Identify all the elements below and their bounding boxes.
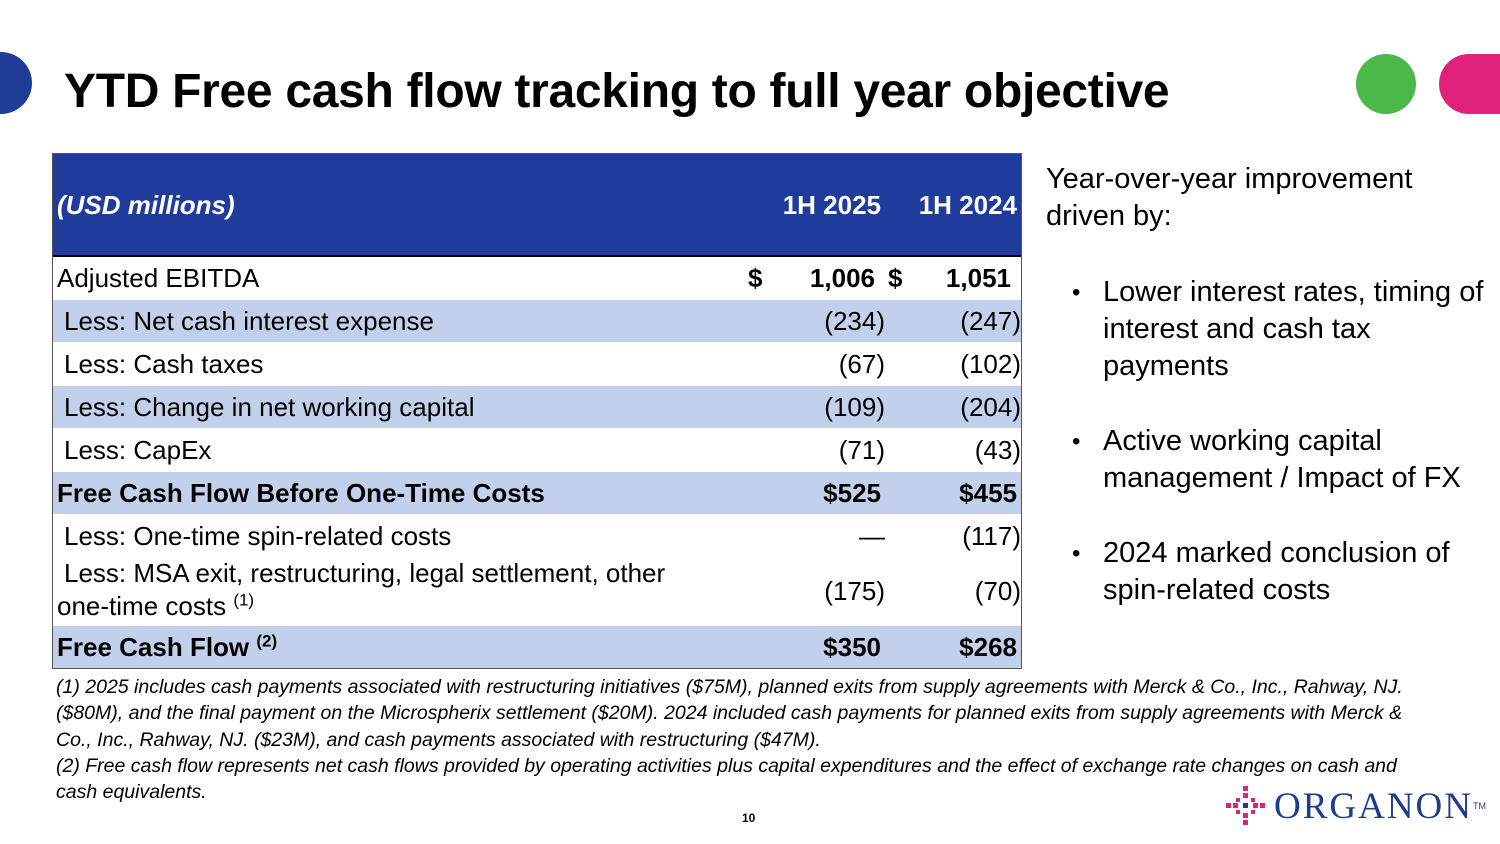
table-header: (USD millions) 1H 2025 1H 2024 — [53, 154, 1021, 255]
value-1h2025: 1,006 — [809, 263, 875, 293]
decorative-pink-pill — [1439, 54, 1500, 114]
row-label-line2: one-time costs (1) — [57, 590, 255, 621]
row-label: Less: Cash taxes — [64, 349, 264, 379]
value-1h2025: (67) — [838, 349, 885, 379]
table-row: Less: CapEx (71) (43) — [53, 428, 1021, 471]
value-1h2024: (247) — [960, 306, 1021, 336]
currency-symbol: $ — [748, 263, 763, 293]
row-label: Free Cash Flow (2) — [57, 631, 278, 662]
value-1h2024: (117) — [962, 521, 1021, 551]
value-1h2025: — — [859, 521, 885, 551]
decorative-green-circle — [1356, 54, 1416, 114]
value-1h2024: (102) — [960, 349, 1021, 379]
footnotes: (1) 2025 includes cash payments associat… — [56, 674, 1416, 805]
table-row: Less: Cash taxes (67) (102) — [53, 342, 1021, 385]
table-row: Adjusted EBITDA $ 1,006 $ 1,051 — [53, 255, 1021, 299]
page-number: 10 — [742, 811, 756, 825]
organon-mark-icon — [1226, 786, 1265, 825]
bullet-icon: • — [1072, 279, 1081, 306]
value-1h2025: $350 — [823, 632, 881, 662]
sidebar-commentary: Year-over-year improvement driven by: • L… — [1046, 161, 1496, 609]
value-1h2025: $525 — [823, 478, 881, 508]
value-1h2024: $455 — [959, 478, 1017, 508]
page-title: YTD Free cash flow tracking to full year… — [64, 65, 1170, 118]
value-1h2025: (71) — [838, 435, 885, 465]
value-1h2024: (204) — [960, 392, 1021, 422]
footnote-marker: (2) — [256, 631, 278, 651]
value-1h2024: (43) — [974, 435, 1021, 465]
value-1h2025: (234) — [824, 306, 885, 336]
row-label: Less: One-time spin-related costs — [64, 521, 452, 551]
trademark-mark: TM — [1473, 801, 1486, 811]
table-row-total: Free Cash Flow (2) $350 $268 — [53, 625, 1021, 668]
list-item: • 2024 marked conclusion of spin-related … — [1072, 537, 1450, 606]
row-label: Free Cash Flow Before One-Time Costs — [57, 478, 545, 508]
bullet-icon: • — [1072, 540, 1081, 567]
sidebar-intro: Year-over-year improvement driven by: — [1046, 163, 1413, 232]
row-label: Adjusted EBITDA — [57, 263, 260, 293]
bullet-list: • Lower interest rates, timing of interes… — [1046, 274, 1496, 609]
list-item: • Active working capital management / Imp… — [1072, 425, 1461, 494]
header-units-label: (USD millions) — [57, 190, 235, 220]
footnote-2: (2) Free cash flow represents net cash f… — [56, 754, 1397, 804]
row-label: Less: Change in net working capital — [64, 392, 475, 422]
decorative-blue-circle — [0, 52, 32, 114]
value-1h2024: $268 — [959, 632, 1017, 662]
table-row: Less: Change in net working capital (109… — [53, 385, 1021, 428]
currency-symbol: $ — [888, 263, 903, 293]
organon-logo: ORGANON TM — [1224, 784, 1486, 828]
value-1h2025: (109) — [824, 392, 885, 422]
row-label: Less: Net cash interest expense — [64, 306, 434, 336]
value-1h2024: (70) — [974, 576, 1021, 606]
value-1h2025: (175) — [824, 576, 885, 606]
logo-wordmark: ORGANON — [1274, 785, 1473, 827]
footnote-1: (1) 2025 includes cash payments associat… — [56, 676, 1403, 751]
cash-flow-table: (USD millions) 1H 2025 1H 2024 Adjusted … — [52, 153, 1022, 669]
footnote-marker: (1) — [233, 590, 255, 610]
row-label-line1: Less: MSA exit, restructuring, legal set… — [64, 558, 666, 588]
value-1h2024: 1,051 — [945, 263, 1011, 293]
list-item: • Lower interest rates, timing of interes… — [1072, 276, 1484, 382]
table-row: Less: Net cash interest expense (234) (2… — [53, 299, 1021, 342]
header-col-1h2024: 1H 2024 — [918, 190, 1017, 220]
header-col-1h2025: 1H 2025 — [782, 190, 881, 220]
table-row: Less: One-time spin-related costs — (117… — [53, 514, 1021, 557]
bullet-icon: • — [1072, 428, 1081, 455]
row-label: Less: CapEx — [64, 435, 212, 465]
table-row: Less: MSA exit, restructuring, legal set… — [53, 557, 1021, 625]
table-row-subtotal: Free Cash Flow Before One-Time Costs $52… — [53, 471, 1021, 514]
